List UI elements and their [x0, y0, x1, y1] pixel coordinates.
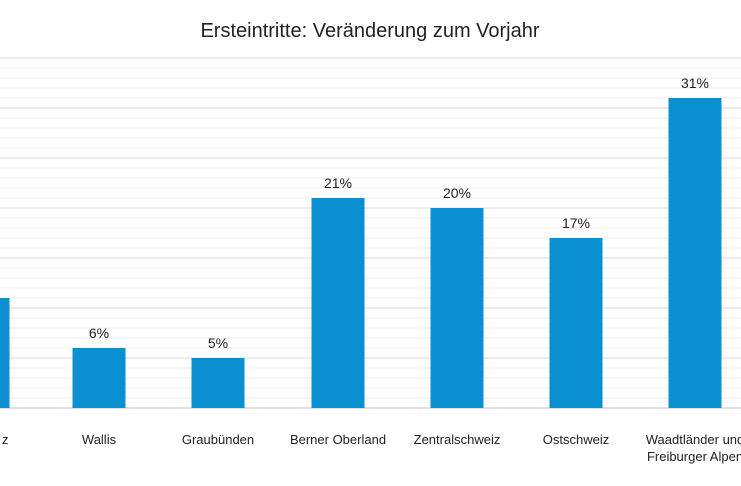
category-label: Graubünden — [182, 432, 254, 447]
bar — [668, 98, 722, 408]
category-axis-labels: z Wallis Graubünden Berner Oberland Zentrals… — [2, 432, 741, 464]
data-label: 6% — [89, 325, 109, 341]
category-label: Zentralschweiz — [414, 432, 501, 447]
bar — [191, 358, 245, 408]
category-label: z — [2, 432, 9, 447]
data-label: 17% — [562, 215, 590, 231]
category-label: Berner Oberland — [290, 432, 386, 447]
chart-title: Ersteintritte: Veränderung zum Vorjahr — [200, 20, 539, 42]
data-label: 5% — [208, 335, 228, 351]
bar — [549, 238, 603, 408]
data-label: 21% — [324, 175, 352, 191]
category-label: Ostschweiz — [543, 432, 609, 447]
bar-series — [0, 98, 722, 408]
data-label: 20% — [443, 185, 471, 201]
category-label: Wallis — [82, 432, 117, 447]
bar — [311, 198, 365, 408]
category-label: Freiburger Alpen — [647, 449, 741, 464]
category-label: Waadtländer und — [646, 432, 741, 447]
data-label: 31% — [681, 75, 709, 91]
data-labels: 6% 5% 21% 20% 17% 31% — [89, 75, 709, 351]
bar — [430, 208, 484, 408]
bar — [0, 298, 10, 408]
bar — [72, 348, 126, 408]
